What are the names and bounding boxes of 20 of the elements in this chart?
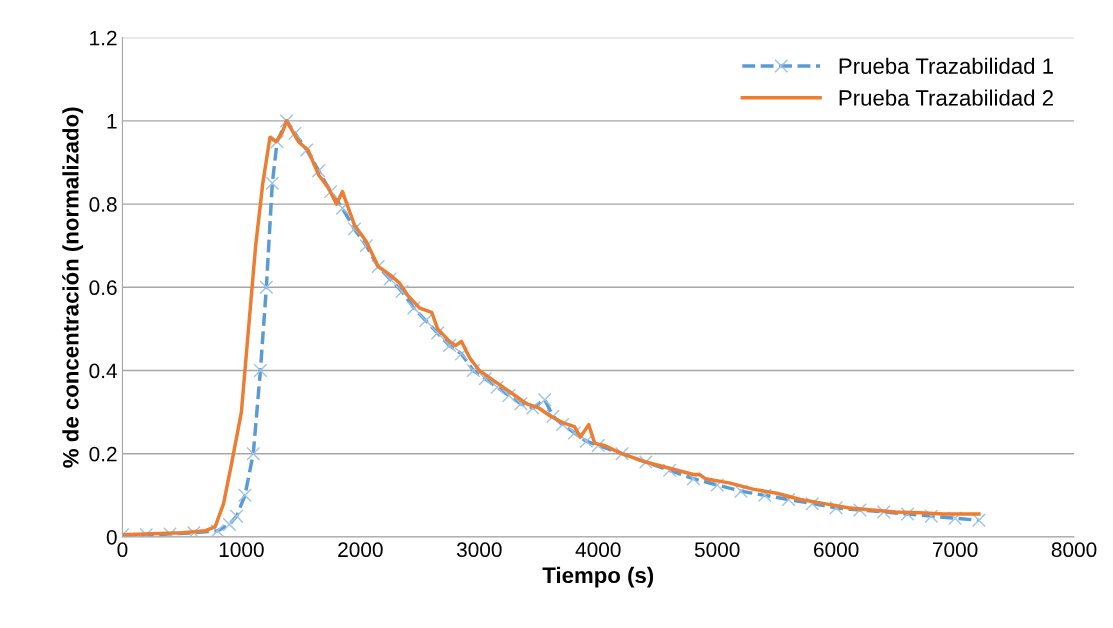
- x-tick-label: 3000: [456, 542, 502, 558]
- x-tick-label: 6000: [814, 542, 859, 558]
- y-tick-label: 0.6: [89, 280, 117, 296]
- y-tick-label: 0: [106, 529, 117, 545]
- x-tick-label: 4000: [575, 542, 621, 558]
- x-tick-label: 2000: [338, 542, 383, 558]
- x-tick-label: 0: [117, 542, 128, 558]
- legend-label: Prueba Trazabilidad 2: [839, 89, 1053, 106]
- legend-label: Prueba Trazabilidad 1: [839, 57, 1053, 74]
- y-tick-label: 1: [107, 114, 117, 129]
- y-axis-title: % de concentración (normalizado): [62, 107, 84, 468]
- x-tick-label: 8000: [1051, 542, 1097, 558]
- y-tick-label: 0.2: [89, 446, 117, 462]
- y-tick-label: 0.8: [89, 197, 117, 212]
- y-tick-label: 1.2: [90, 30, 117, 46]
- x-tick-label: 5000: [694, 542, 740, 558]
- x-tick-label: 7000: [932, 542, 978, 558]
- x-tick-label: 1000: [219, 542, 264, 558]
- y-tick-label: 0.4: [89, 363, 117, 379]
- x-axis-title: Tiempo (s): [542, 566, 654, 588]
